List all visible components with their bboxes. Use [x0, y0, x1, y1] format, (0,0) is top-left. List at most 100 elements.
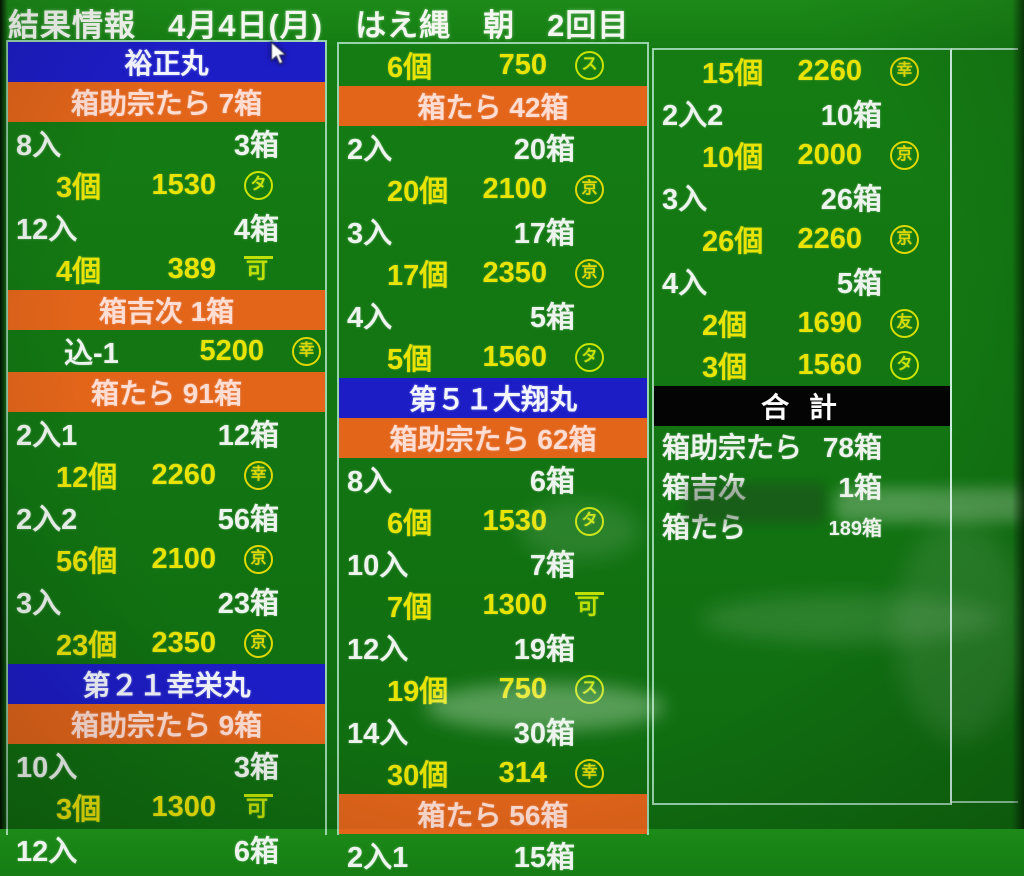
box-count-value: 7箱	[529, 550, 575, 582]
fish-category-header: 箱たら 56箱	[339, 794, 647, 834]
boat-name-label: 第５１大翔丸	[408, 384, 577, 415]
lot-price-row: 56個 2100 京	[8, 538, 325, 580]
lot-quantity-value: 6個	[387, 52, 433, 84]
lot-price-row: 3個 1530 タ	[8, 164, 325, 206]
buyer-mark-icon: 幸	[244, 460, 273, 490]
lot-price-value: 750	[498, 48, 547, 81]
pack-size-row: 2入 20箱	[339, 126, 647, 168]
lot-price-row: 12個 2260 幸	[8, 454, 325, 496]
total-category-label: 箱たら	[662, 512, 747, 543]
pack-size-row: 10入 3箱	[8, 744, 325, 786]
buyer-mark-icon: 京	[244, 544, 273, 574]
pack-size-label: 3入	[347, 218, 393, 250]
fish-category-header: 箱助宗たら 7箱	[8, 82, 325, 122]
pack-size-label: 8入	[347, 466, 393, 498]
lot-quantity-value: 17個	[387, 260, 449, 292]
lot-quantity-value: 20個	[387, 176, 449, 208]
lot-quantity-value: 3個	[56, 794, 102, 826]
box-count-value: 19箱	[513, 634, 575, 666]
box-count-value: 6箱	[529, 466, 575, 498]
pack-size-row: 2入1 12箱	[8, 412, 325, 454]
lot-price-row: 20個 2100 京	[339, 168, 647, 210]
pack-size-row: 2入2 10箱	[654, 92, 950, 134]
pack-size-label: 12入	[347, 634, 409, 666]
fish-category-label: 箱たら 42箱	[417, 92, 569, 123]
box-count-value: 23箱	[217, 588, 279, 620]
boat-results-column-right: 15個 2260 幸 2入2 10箱 10個 2000 京 3入 26箱 26個…	[652, 48, 952, 805]
box-count-value: 6箱	[233, 836, 279, 868]
boat-name-header: 第５１大翔丸	[339, 378, 647, 418]
fish-category-label: 箱助宗たら 62箱	[389, 424, 597, 455]
total-row: 箱たら 189箱	[654, 506, 950, 546]
buyer-mark-icon: タ	[575, 342, 604, 372]
lot-code-label: 込-1	[64, 338, 119, 370]
lot-price-row: 4個 389 可	[8, 248, 325, 290]
lot-price-row: 30個 314 幸	[339, 752, 647, 794]
lot-price-row: 2個 1690 友	[654, 302, 950, 344]
lot-quantity-value: 56個	[56, 546, 118, 578]
lot-price-value: 1300	[151, 790, 216, 823]
buyer-mark-icon: 京	[575, 258, 604, 288]
lot-price-row: 6個 1530 タ	[339, 500, 647, 542]
buyer-mark-icon: 京	[244, 628, 273, 658]
lot-price-value: 2000	[797, 138, 862, 171]
pack-size-row: 12入 19箱	[339, 626, 647, 668]
fish-category-label: 箱助宗たら 7箱	[70, 88, 263, 119]
fish-category-label: 箱たら 56箱	[417, 800, 569, 831]
box-count-value: 10箱	[820, 100, 882, 132]
lot-price-row: 17個 2350 京	[339, 252, 647, 294]
total-box-count-value: 1箱	[838, 472, 882, 503]
fish-category-header: 箱吉次 1箱	[8, 290, 325, 330]
lot-price-row: 26個 2260 京	[654, 218, 950, 260]
box-count-value: 12箱	[217, 420, 279, 452]
buyer-mark-icon: 可	[244, 793, 274, 820]
buyer-mark-icon: 京	[890, 140, 919, 170]
total-category-label: 箱助宗たら	[662, 432, 803, 463]
buyer-mark-icon: タ	[575, 506, 604, 536]
total-row: 箱吉次 1箱	[654, 466, 950, 506]
lot-quantity-value: 15個	[702, 58, 764, 90]
fish-category-label: 箱吉次 1箱	[98, 296, 235, 327]
fish-category-header: 箱助宗たら 9箱	[8, 704, 325, 744]
box-count-value: 3箱	[233, 130, 279, 162]
pack-size-label: 2入1	[16, 420, 78, 452]
box-count-value: 4箱	[233, 214, 279, 246]
lot-quantity-value: 4個	[56, 256, 102, 288]
pack-size-row: 3入 26箱	[654, 176, 950, 218]
grand-total-header: 合 計	[654, 386, 950, 426]
pack-size-label: 12入	[16, 836, 78, 868]
total-row: 箱助宗たら 78箱	[654, 426, 950, 466]
lot-price-value: 1300	[482, 588, 547, 621]
box-count-value: 26箱	[820, 184, 882, 216]
pack-size-label: 14入	[347, 718, 409, 750]
total-box-count-value: 189箱	[828, 517, 882, 540]
fish-category-header: 箱たら 91箱	[8, 372, 325, 412]
buyer-mark-icon: タ	[890, 350, 919, 380]
lot-price-value: 2350	[151, 626, 216, 659]
pack-size-row: 8入 6箱	[339, 458, 647, 500]
lot-price-value: 2100	[151, 542, 216, 575]
pack-size-row: 8入 3箱	[8, 122, 325, 164]
lot-price-value: 1560	[797, 348, 862, 381]
total-box-count-value: 78箱	[822, 432, 882, 463]
lot-price-value: 1530	[151, 168, 216, 201]
fish-category-label: 箱たら 91箱	[91, 378, 242, 409]
lot-quantity-value: 12個	[56, 462, 118, 494]
buyer-mark-icon: 幸	[292, 336, 321, 366]
lot-price-row: 23個 2350 京	[8, 622, 325, 664]
lot-price-row: 3個 1560 タ	[654, 344, 950, 386]
pack-size-label: 2入2	[16, 504, 78, 536]
lot-price-value: 5200	[199, 334, 264, 367]
buyer-mark-icon: タ	[244, 170, 273, 200]
lot-price-row: 5個 1560 タ	[339, 336, 647, 378]
lot-quantity-value: 10個	[702, 142, 764, 174]
buyer-mark-icon: ス	[575, 674, 604, 704]
boat-results-column-middle: 6個 750 ス 箱たら 42箱 2入 20箱 20個 2100 京 3入 17…	[337, 42, 649, 874]
pack-size-label: 8入	[16, 130, 62, 162]
pack-size-label: 4入	[662, 268, 708, 300]
lot-price-value: 750	[498, 672, 547, 705]
buyer-mark-icon: 可	[244, 255, 274, 282]
lot-quantity-value: 6個	[387, 508, 433, 540]
lot-price-value: 389	[167, 252, 216, 285]
